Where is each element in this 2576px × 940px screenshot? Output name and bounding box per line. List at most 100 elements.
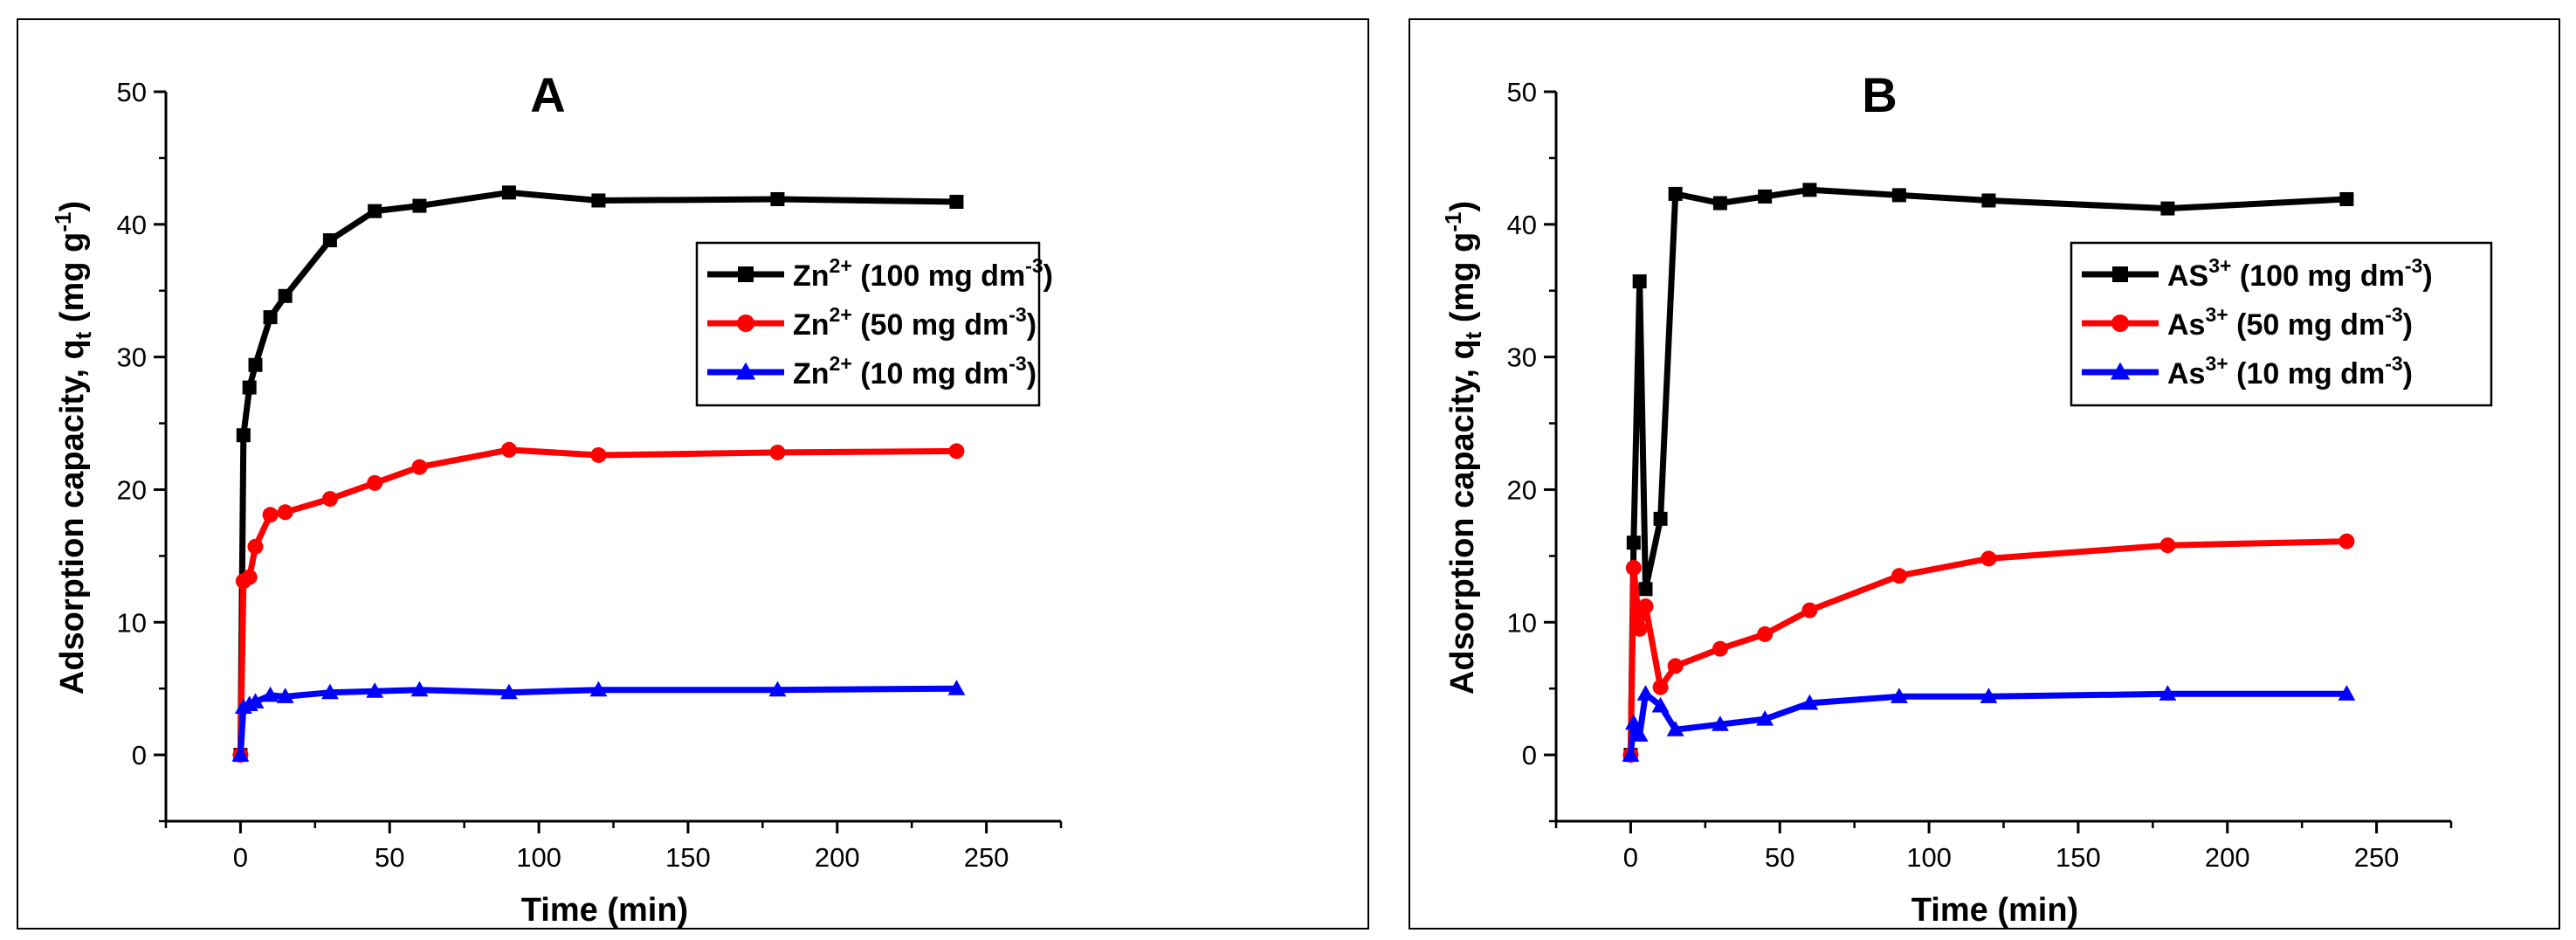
- y-tick-label: 0: [132, 740, 147, 771]
- data-point: [1625, 560, 1642, 577]
- data-point: [2339, 191, 2354, 206]
- y-axis-label: Adsorption capacity, qt (mg g-1): [50, 201, 96, 695]
- data-point: [247, 538, 264, 555]
- y-tick-label: 50: [1507, 77, 1537, 107]
- data-point: [1631, 620, 1648, 637]
- legend-marker: [738, 266, 754, 282]
- data-point: [320, 683, 339, 700]
- data-point: [367, 474, 383, 491]
- y-tick-label: 10: [1507, 607, 1537, 638]
- panel-title: A: [530, 67, 565, 122]
- data-point: [246, 693, 265, 708]
- data-point: [948, 443, 965, 460]
- data-point: [1636, 685, 1655, 701]
- legend-label: Zn2+ (10 mg dm-3): [793, 352, 1037, 391]
- series-circle: [1622, 533, 2355, 764]
- data-point: [321, 491, 338, 508]
- data-point: [1667, 658, 1684, 674]
- x-tick-label: 100: [1906, 842, 1952, 873]
- x-tick-label: 0: [233, 842, 248, 873]
- data-point: [1890, 688, 1908, 703]
- panel-title: B: [1862, 67, 1897, 122]
- data-point: [1980, 550, 1997, 567]
- x-tick-label: 50: [1765, 842, 1794, 873]
- data-point: [366, 682, 384, 698]
- y-tick-label: 10: [117, 607, 147, 638]
- series-line: [237, 446, 960, 758]
- data-point: [589, 681, 608, 697]
- data-point: [368, 204, 382, 218]
- data-point: [2159, 685, 2177, 701]
- series-square: [1623, 183, 2354, 763]
- panel-a: 0 50 100 150 200 250 0 10 20 30 40 50 A Time (min) Ads…: [17, 18, 1369, 930]
- data-point: [1891, 568, 1907, 584]
- legend-label: As3+ (50 mg dm-3): [2167, 303, 2413, 342]
- panel-frame: [17, 18, 1369, 930]
- data-point: [241, 569, 258, 585]
- x-tick-label: 200: [2205, 842, 2250, 873]
- data-point: [276, 688, 294, 703]
- data-point: [242, 380, 257, 395]
- data-point: [1712, 640, 1728, 657]
- data-point: [2338, 533, 2355, 549]
- x-tick-label: 0: [1623, 842, 1638, 873]
- x-axis-label: Time (min): [521, 892, 688, 929]
- data-point: [769, 444, 786, 460]
- data-point: [261, 686, 279, 702]
- legend-marker: [737, 314, 754, 332]
- data-point: [1652, 679, 1669, 695]
- y-tick-label: 40: [117, 210, 147, 240]
- x-tick-label: 50: [375, 842, 404, 873]
- y-tick-label: 20: [1507, 474, 1537, 505]
- data-point: [1711, 715, 1729, 731]
- data-point: [322, 233, 337, 248]
- data-point: [590, 446, 607, 463]
- data-point: [1981, 193, 1996, 208]
- legend-marker: [735, 362, 756, 380]
- data-point: [411, 459, 428, 475]
- data-point: [1891, 188, 1906, 203]
- data-point: [2338, 685, 2356, 701]
- data-point: [1802, 183, 1817, 197]
- data-point: [499, 683, 518, 700]
- y-tick-label: 40: [1507, 210, 1537, 240]
- data-point: [500, 441, 517, 458]
- data-point: [947, 680, 966, 695]
- data-point: [231, 746, 250, 762]
- series-triangle: [231, 680, 966, 762]
- data-point: [278, 288, 293, 303]
- data-point: [262, 507, 279, 523]
- panel-frame: [1409, 18, 2560, 930]
- data-point: [1632, 274, 1647, 289]
- y-tick-label: 50: [117, 77, 147, 107]
- x-tick-label: 100: [516, 842, 561, 873]
- data-point: [1801, 602, 1818, 619]
- legend-marker: [2110, 362, 2131, 380]
- data-point: [770, 191, 785, 206]
- y-tick-label: 30: [1507, 342, 1537, 373]
- data-point: [1622, 746, 1640, 762]
- data-point: [277, 504, 293, 521]
- x-tick-label: 250: [964, 842, 1009, 873]
- legend-marker: [2111, 314, 2129, 332]
- x-tick-label: 150: [2056, 842, 2101, 873]
- data-point: [1801, 694, 1819, 710]
- data-point: [412, 198, 427, 213]
- data-point: [1624, 714, 1643, 730]
- data-point: [949, 195, 964, 210]
- data-point: [236, 428, 251, 443]
- legend-label: Zn2+ (50 mg dm-3): [793, 303, 1037, 342]
- data-point: [1668, 186, 1683, 201]
- series-triangle: [1622, 685, 2356, 762]
- data-point: [768, 681, 787, 697]
- data-point: [1637, 598, 1654, 615]
- y-tick-label: 30: [117, 342, 147, 373]
- legend-label: AS3+ (100 mg dm-3): [2167, 254, 2433, 293]
- y-tick-label: 20: [117, 474, 147, 505]
- series-line: [237, 685, 960, 758]
- data-point: [1630, 726, 1649, 742]
- x-tick-label: 150: [665, 842, 711, 873]
- legend-label: Zn2+ (100 mg dm-3): [793, 254, 1053, 293]
- y-axis-label: Adsorption capacity, qt (mg g-1): [1440, 201, 1486, 695]
- x-axis-label: Time (min): [1911, 892, 2078, 929]
